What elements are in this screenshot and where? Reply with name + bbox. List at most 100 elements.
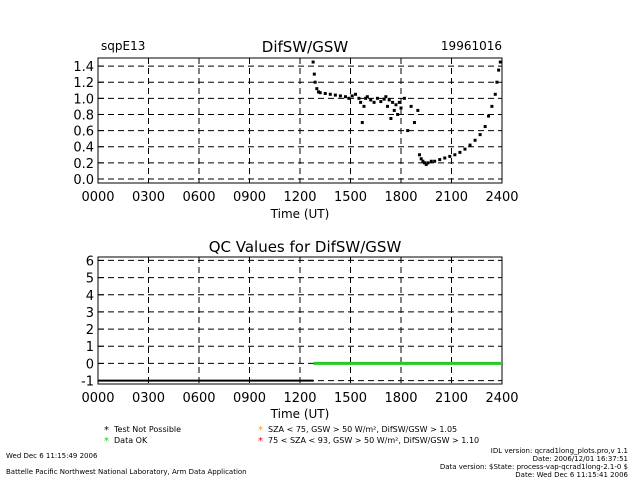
bottom-y-tick-label: 1 [86,340,94,355]
top-data-point [412,121,416,125]
top-x-tick-label: 2100 [435,190,468,205]
top-data-point [426,161,430,165]
top-x-tick-label: 1500 [334,190,367,205]
footer-run-date: Wed Dec 6 11:15:49 2006 [6,452,98,460]
legend-marker-sza75: * [258,425,263,436]
top-data-point [406,129,410,133]
top-data-point [354,92,358,96]
top-data-point [468,143,472,147]
legend-marker-test-not-possible: * [104,425,109,436]
bottom-y-tick-label: -1 [81,375,94,390]
top-y-tick-label: 0.0 [73,173,94,188]
top-data-point [317,90,321,94]
top-data-point [375,96,379,100]
top-x-tick-label: 0300 [132,190,165,205]
top-data-point [438,158,442,162]
top-y-tick-label: 1.2 [73,76,94,91]
top-data-point [463,147,467,151]
top-grid [98,58,502,183]
top-data-point [386,104,390,108]
top-data-point [478,133,482,137]
top-data-point [312,72,316,76]
bottom-plot-frame [97,256,503,385]
top-data-point [392,108,396,112]
top-data-point [382,97,386,101]
top-data-point [359,100,363,104]
top-data-point [423,161,427,165]
top-data-point [347,96,351,100]
bottom-x-tick-label: 1200 [283,391,316,406]
top-data-point [495,80,499,84]
legend-marker-sza93: * [258,436,263,447]
top-x-tick-label: 0000 [81,190,114,205]
top-data-point [391,100,395,104]
top-data-point [416,108,420,112]
legend-label-sza93: 75 < SZA < 93, GSW > 50 W/m², DifSW/GSW … [268,436,479,445]
footer-data-version: Data version: $State: process-vap-qcrad1… [440,463,628,471]
top-data-point [350,94,354,98]
top-data-point [483,125,487,129]
top-data-points [311,60,502,166]
bottom-y-tick-label: 4 [86,289,94,304]
top-data-point [323,91,327,95]
top-data-point [429,159,433,163]
bottom-x-tick-label: 0000 [81,391,114,406]
top-x-tick-label: 0600 [182,190,215,205]
footer-idl-date: Date: 2006/12/01 16:37:51 [533,455,628,463]
top-data-point [498,60,502,64]
top-data-point [343,95,347,99]
top-data-point [473,138,477,142]
top-data-point [372,100,376,104]
top-chart-title: DifSW/GSW [262,38,349,56]
top-data-point [453,153,457,157]
legend-label-data-ok: Data OK [114,436,148,445]
top-x-tick-label: 1200 [283,190,316,205]
legend-label-sza75: SZA < 75, GSW > 50 W/m², DifSW/GSW > 1.0… [268,425,457,434]
top-data-point [497,68,501,72]
top-y-tick-label: 0.8 [73,108,94,123]
top-data-point [402,96,406,100]
top-data-point [357,96,361,100]
bottom-x-axis: 0000 0300 0600 0900 1200 1500 1800 2100 2400 [81,391,518,406]
top-data-point [365,95,369,99]
bottom-y-tick-label: 3 [86,306,94,321]
top-data-point [487,114,491,118]
top-data-point [318,91,322,95]
top-data-point [311,60,315,64]
top-y-axis: 0.00.20.40.6 0.81.01.21.4 [73,60,104,188]
top-data-point [333,93,337,97]
bottom-chart-title: QC Values for DifSW/GSW [209,238,402,256]
top-data-point [433,159,437,163]
footer-data-date: Date: Wed Dec 6 11:15:41 2006 [515,471,628,479]
top-data-point [394,103,398,107]
bottom-x-axis-label: Time (UT) [270,407,330,421]
date-label: 19961016 [441,39,502,53]
top-x-tick-label: 2400 [485,190,518,205]
top-data-point [364,96,368,100]
top-data-point [490,104,494,108]
footer-lab: Battelle Pacific Northwest National Labo… [6,468,247,476]
bottom-x-tick-label: 1800 [384,391,417,406]
bottom-grid [98,257,502,384]
top-data-point [369,98,373,102]
top-data-point [421,159,425,163]
bottom-y-tick-label: 0 [86,357,94,372]
bottom-y-tick-label: 6 [86,254,94,269]
bottom-y-axis: -1 0 1 2 3 4 5 6 [81,254,104,390]
top-x-tick-label: 1800 [384,190,417,205]
top-data-point [328,92,332,96]
top-plot-frame [97,57,503,184]
top-x-axis-label: Time (UT) [270,207,330,221]
top-data-point [360,121,364,125]
top-data-point [379,100,383,104]
bottom-y-tick-label: 5 [86,272,94,287]
bottom-x-tick-label: 0600 [182,391,215,406]
bottom-x-tick-label: 1500 [334,391,367,406]
top-x-axis: 0000 0300 0600 0900 1200 1500 1800 2100 2400 [81,190,518,205]
footer-idl-version: IDL version: qcrad1long_plots.pro,v 1.1 [491,447,628,455]
bottom-x-tick-label: 0900 [233,391,266,406]
top-y-tick-label: 1.0 [73,92,94,107]
legend-marker-data-ok: * [104,436,109,447]
top-data-point [384,95,388,99]
